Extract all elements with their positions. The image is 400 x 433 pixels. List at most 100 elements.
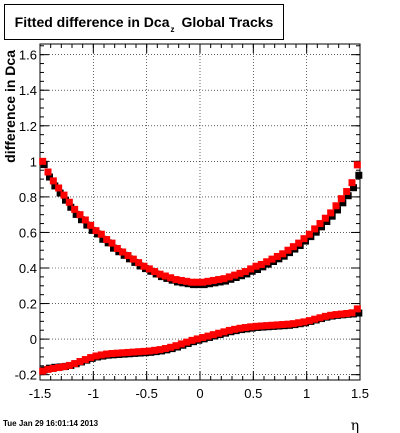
data-point <box>108 350 116 358</box>
data-point <box>177 276 185 284</box>
grid-lines <box>40 44 360 380</box>
data-point <box>353 305 361 313</box>
data-point <box>92 352 100 360</box>
data-point <box>220 275 228 283</box>
data-point <box>151 346 159 354</box>
data-point <box>343 310 351 318</box>
data-point <box>316 220 324 228</box>
data-point <box>252 262 260 270</box>
data-point <box>140 347 148 355</box>
y-tick-labels: -0.2 0 0.2 0.4 0.6 0.8 1 1.2 1.4 1.6 <box>15 48 37 383</box>
data-point <box>247 265 255 273</box>
data-point <box>231 325 239 333</box>
data-point <box>44 365 52 373</box>
y-tick-label: 1.6 <box>19 48 37 63</box>
data-point <box>215 329 223 337</box>
data-point <box>72 210 80 218</box>
data-point <box>97 351 105 359</box>
data-point <box>355 309 363 317</box>
data-point <box>135 259 143 267</box>
data-point <box>76 358 84 366</box>
data-point <box>87 221 95 229</box>
data-point <box>268 321 276 329</box>
y-tick-label: -0.2 <box>15 368 37 383</box>
data-point <box>348 309 356 317</box>
data-point <box>257 260 265 268</box>
data-point <box>300 318 308 326</box>
chart-title: Fitted difference in Dca z Global Tracks <box>4 4 284 40</box>
x-tick-label: 1.5 <box>351 386 369 401</box>
data-point <box>99 235 107 243</box>
data-point <box>193 278 201 286</box>
data-point <box>311 225 319 233</box>
chart-title-rest: Global Tracks <box>181 14 274 30</box>
data-point <box>39 367 47 375</box>
data-point <box>236 269 244 277</box>
data-point <box>225 273 233 281</box>
data-point <box>273 321 281 329</box>
y-tick-label: 0.8 <box>19 190 37 205</box>
data-point <box>145 265 153 273</box>
y-axis-label: difference in Dca <box>2 50 18 163</box>
data-point <box>113 349 121 357</box>
data-point <box>300 235 308 243</box>
data-point <box>284 320 292 328</box>
series-3 <box>39 305 361 375</box>
data-point <box>39 157 47 165</box>
x-tick-label: -0.5 <box>135 386 157 401</box>
data-point <box>71 360 79 368</box>
data-point <box>119 248 127 256</box>
y-tick-label: 1.4 <box>19 83 37 98</box>
data-point <box>355 171 363 179</box>
chart-title-subscript: z <box>170 24 175 34</box>
data-point <box>332 202 340 210</box>
data-point <box>71 205 79 213</box>
data-point <box>344 192 352 200</box>
data-point <box>113 244 121 252</box>
data-point <box>172 342 180 350</box>
data-point <box>353 161 361 169</box>
data-point <box>263 258 271 266</box>
data-point <box>46 173 53 181</box>
data-point <box>241 324 249 332</box>
data-point <box>257 322 265 330</box>
data-point <box>156 346 164 354</box>
data-point <box>167 343 175 351</box>
data-point <box>97 230 105 238</box>
data-point <box>151 268 159 276</box>
data-point <box>76 211 84 219</box>
data-point <box>110 244 117 252</box>
data-point <box>60 191 68 199</box>
data-point <box>321 214 329 222</box>
data-point <box>348 179 356 187</box>
data-point <box>305 230 313 238</box>
data-point <box>78 216 85 224</box>
x-tick-label: 0.5 <box>244 386 262 401</box>
data-point <box>350 184 357 192</box>
data-point <box>183 277 191 285</box>
data-point <box>327 311 335 319</box>
data-point <box>55 184 63 192</box>
x-tick-labels: -1.5 -1 -0.5 0 0.5 1 1.5 <box>29 386 369 401</box>
data-point <box>247 323 255 331</box>
data-point <box>49 364 57 372</box>
data-point <box>199 334 207 342</box>
data-point <box>225 326 233 334</box>
data-point <box>252 322 260 330</box>
data-point <box>129 255 137 263</box>
data-point <box>279 321 287 329</box>
data-point <box>55 364 63 372</box>
data-point <box>263 322 271 330</box>
data-point <box>209 331 217 339</box>
data-point <box>92 227 100 235</box>
y-tick-label: 1.2 <box>19 119 37 134</box>
data-point <box>65 361 73 369</box>
y-tick-label: 0.4 <box>19 261 37 276</box>
data-point <box>156 270 164 278</box>
y-tick-label: 1 <box>30 154 37 169</box>
y-tick-label: 0.6 <box>19 225 37 240</box>
data-point <box>337 195 345 203</box>
data-point <box>311 315 319 323</box>
data-point <box>103 350 111 358</box>
